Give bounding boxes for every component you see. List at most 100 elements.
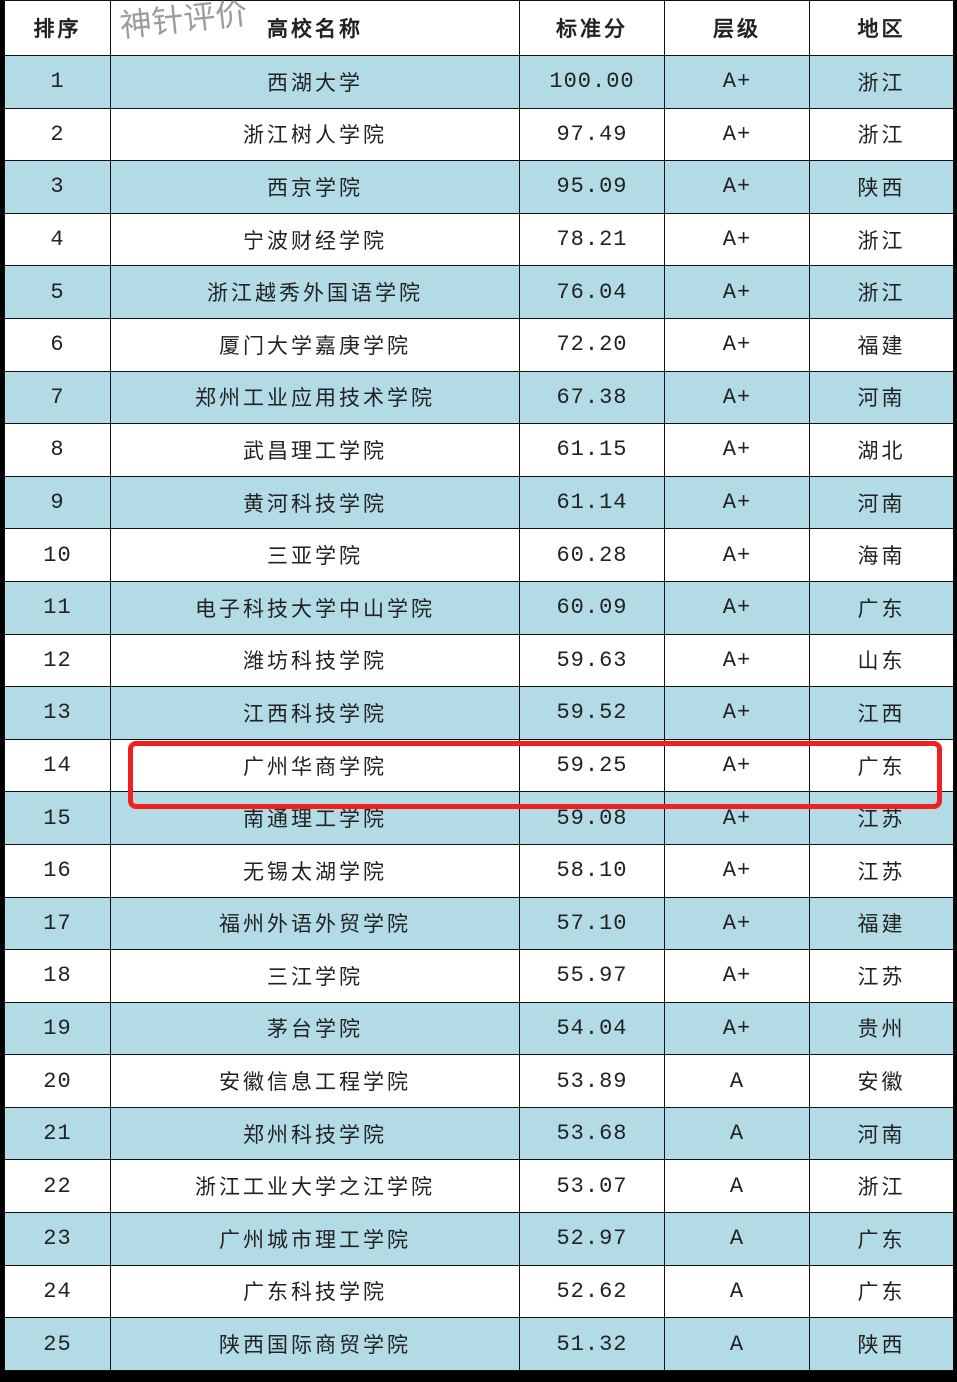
table-row: 19 茅台学院 54.04 A+ 贵州 — [4, 1001, 954, 1056]
region-cell: 河南 — [809, 370, 954, 425]
region-cell: 广东 — [809, 1264, 954, 1319]
region-cell: 广东 — [809, 738, 954, 793]
school-cell: 西京学院 — [110, 160, 520, 214]
region-cell: 河南 — [809, 1106, 954, 1161]
table-row: 14 广州华商学院 59.25 A+ 广东 — [4, 738, 954, 793]
header-region: 地区 — [809, 0, 954, 56]
score-cell: 95.09 — [519, 160, 665, 214]
header-row: 排序 高校名称 标准分 层级 地区 — [4, 0, 954, 56]
tier-cell: A+ — [664, 160, 810, 214]
tier-cell: A+ — [664, 686, 810, 740]
ranking-table: 排序 高校名称 标准分 层级 地区 1 西湖大学 100.00 A+ 浙江 2 浙江树人学院… — [4, 0, 954, 1371]
tier-cell: A — [664, 1264, 810, 1319]
school-cell: 黄河科技学院 — [110, 475, 520, 530]
table-row: 22 浙江工业大学之江学院 53.07 A 浙江 — [4, 1159, 954, 1214]
tier-cell: A+ — [664, 423, 810, 477]
score-cell: 61.15 — [519, 423, 665, 477]
rank-cell: 24 — [4, 1264, 111, 1319]
score-cell: 52.97 — [519, 1212, 665, 1266]
rank-cell: 13 — [4, 686, 111, 740]
table-row: 6 厦门大学嘉庚学院 72.20 A+ 福建 — [4, 317, 954, 372]
school-cell: 广东科技学院 — [110, 1264, 520, 1319]
score-cell: 60.28 — [519, 528, 665, 582]
table-row: 1 西湖大学 100.00 A+ 浙江 — [4, 55, 954, 109]
region-cell: 江苏 — [809, 949, 954, 1003]
score-cell: 100.00 — [519, 55, 665, 109]
table-row: 10 三亚学院 60.28 A+ 海南 — [4, 528, 954, 582]
school-cell: 无锡太湖学院 — [110, 843, 520, 898]
rank-cell: 11 — [4, 580, 111, 635]
school-cell: 三江学院 — [110, 949, 520, 1003]
score-cell: 53.68 — [519, 1106, 665, 1161]
school-cell: 安徽信息工程学院 — [110, 1054, 520, 1108]
score-cell: 60.09 — [519, 580, 665, 635]
score-cell: 54.04 — [519, 1001, 665, 1056]
rank-cell: 17 — [4, 896, 111, 951]
tier-cell: A+ — [664, 475, 810, 530]
rank-cell: 23 — [4, 1212, 111, 1266]
region-cell: 贵州 — [809, 1001, 954, 1056]
region-cell: 浙江 — [809, 1159, 954, 1214]
tier-cell: A+ — [664, 791, 810, 845]
school-cell: 宁波财经学院 — [110, 212, 520, 267]
table-row: 17 福州外语外贸学院 57.10 A+ 福建 — [4, 896, 954, 951]
region-cell: 广东 — [809, 580, 954, 635]
tier-cell: A — [664, 1212, 810, 1266]
rank-cell: 14 — [4, 738, 111, 793]
region-cell: 福建 — [809, 896, 954, 951]
school-cell: 浙江工业大学之江学院 — [110, 1159, 520, 1214]
tier-cell: A — [664, 1106, 810, 1161]
table-row: 5 浙江越秀外国语学院 76.04 A+ 浙江 — [4, 265, 954, 319]
school-cell: 浙江树人学院 — [110, 107, 520, 162]
rank-cell: 19 — [4, 1001, 111, 1056]
region-cell: 浙江 — [809, 55, 954, 109]
rank-cell: 4 — [4, 212, 111, 267]
table-row: 21 郑州科技学院 53.68 A 河南 — [4, 1106, 954, 1161]
table-row: 11 电子科技大学中山学院 60.09 A+ 广东 — [4, 580, 954, 635]
table-row: 15 南通理工学院 59.08 A+ 江苏 — [4, 791, 954, 845]
rank-cell: 9 — [4, 475, 111, 530]
tier-cell: A+ — [664, 738, 810, 793]
region-cell: 浙江 — [809, 107, 954, 162]
rank-cell: 7 — [4, 370, 111, 425]
score-cell: 53.07 — [519, 1159, 665, 1214]
table-row: 13 江西科技学院 59.52 A+ 江西 — [4, 686, 954, 740]
school-cell: 武昌理工学院 — [110, 423, 520, 477]
region-cell: 江苏 — [809, 843, 954, 898]
score-cell: 51.32 — [519, 1317, 665, 1371]
region-cell: 陕西 — [809, 160, 954, 214]
tier-cell: A+ — [664, 317, 810, 372]
school-cell: 浙江越秀外国语学院 — [110, 265, 520, 319]
rank-cell: 10 — [4, 528, 111, 582]
header-tier: 层级 — [664, 0, 810, 56]
rank-cell: 6 — [4, 317, 111, 372]
tier-cell: A+ — [664, 580, 810, 635]
school-cell: 郑州工业应用技术学院 — [110, 370, 520, 425]
rank-cell: 15 — [4, 791, 111, 845]
table-row: 7 郑州工业应用技术学院 67.38 A+ 河南 — [4, 370, 954, 425]
school-cell: 潍坊科技学院 — [110, 633, 520, 688]
table-row: 23 广州城市理工学院 52.97 A 广东 — [4, 1212, 954, 1266]
tier-cell: A — [664, 1054, 810, 1108]
school-cell: 江西科技学院 — [110, 686, 520, 740]
score-cell: 52.62 — [519, 1264, 665, 1319]
score-cell: 59.25 — [519, 738, 665, 793]
rank-cell: 20 — [4, 1054, 111, 1108]
tier-cell: A+ — [664, 896, 810, 951]
header-school: 高校名称 — [110, 0, 520, 56]
tier-cell: A+ — [664, 949, 810, 1003]
tier-cell: A+ — [664, 212, 810, 267]
score-cell: 78.21 — [519, 212, 665, 267]
region-cell: 安徽 — [809, 1054, 954, 1108]
tier-cell: A — [664, 1317, 810, 1371]
rank-cell: 5 — [4, 265, 111, 319]
table-row: 12 潍坊科技学院 59.63 A+ 山东 — [4, 633, 954, 688]
region-cell: 江苏 — [809, 791, 954, 845]
region-cell: 福建 — [809, 317, 954, 372]
school-cell: 广州华商学院 — [110, 738, 520, 793]
region-cell: 浙江 — [809, 212, 954, 267]
school-cell: 茅台学院 — [110, 1001, 520, 1056]
header-rank: 排序 — [4, 0, 111, 56]
rank-cell: 3 — [4, 160, 111, 214]
score-cell: 72.20 — [519, 317, 665, 372]
